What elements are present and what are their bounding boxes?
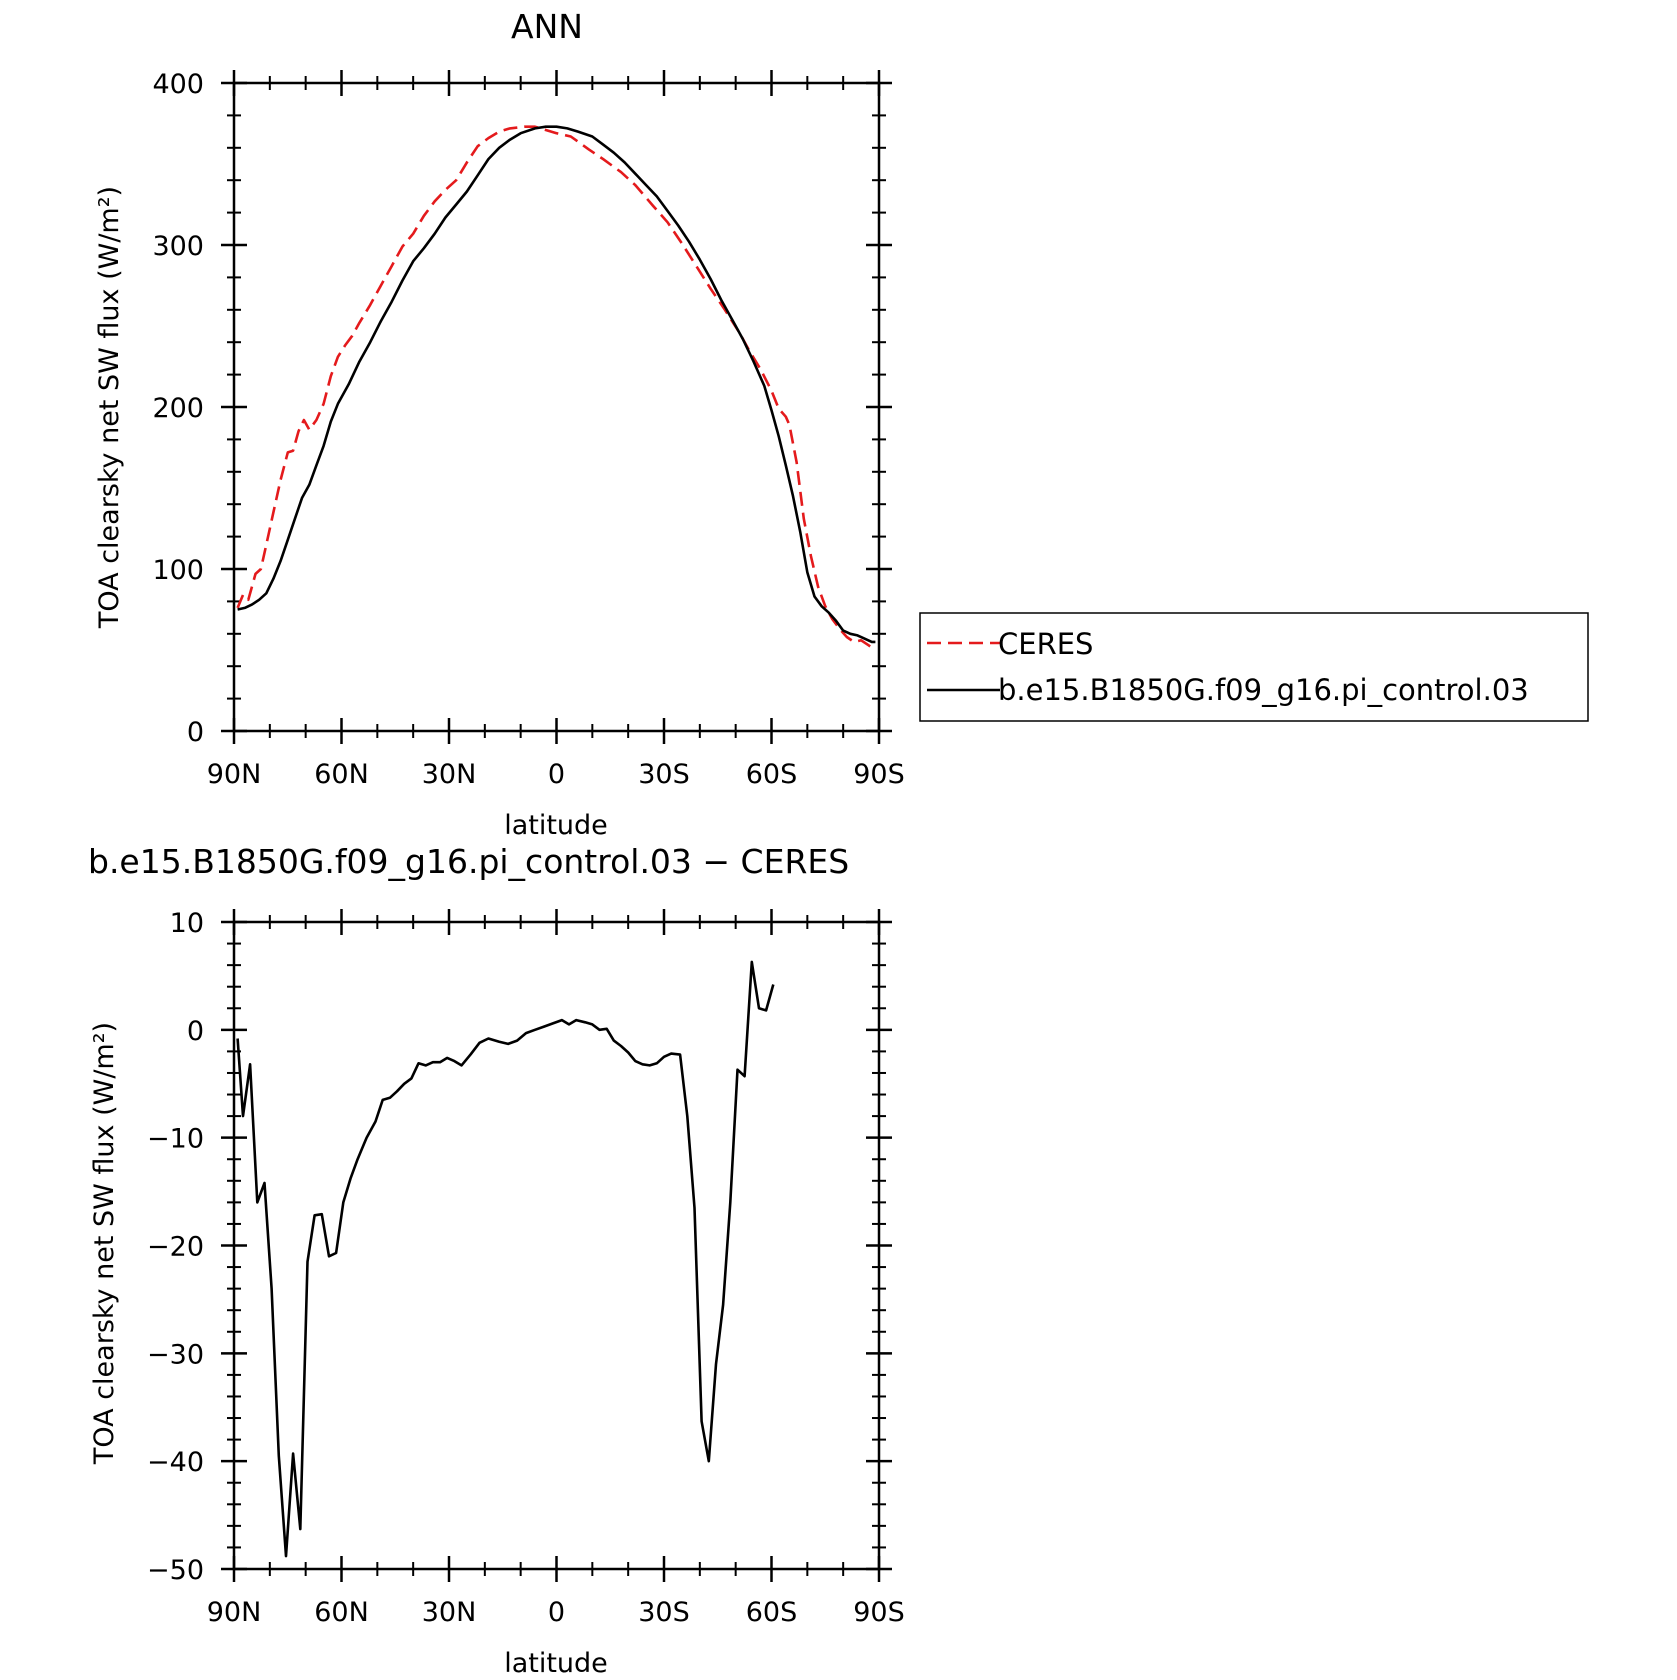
- bottom-series-lines: [236, 960, 775, 1558]
- top-y-axis-title: TOA clearsky net SW flux (W/m²): [94, 186, 125, 629]
- series-line-1-0: [236, 960, 775, 1558]
- legend-label-ceres: CERES: [998, 627, 1093, 661]
- y-tick-label: 0: [187, 717, 204, 748]
- y-tick-label: 0: [187, 1016, 204, 1047]
- top-y-tick-labels: 0 100 200 300 400: [152, 69, 204, 748]
- bottom-axis-ticks: [221, 909, 892, 1582]
- top-panel: ANN 90N 60N 30N 0 30S 60S 90S 0 100 200 300 400 la…: [94, 7, 905, 841]
- top-panel-title: ANN: [511, 7, 583, 46]
- top-series-lines: [236, 125, 877, 652]
- bottom-plot-frame: [232, 920, 881, 1571]
- top-axis-ticks: [221, 70, 892, 744]
- y-tick-label: 400: [152, 69, 204, 100]
- y-tick-label: 100: [152, 555, 204, 586]
- x-tick-label: 30N: [422, 1597, 477, 1628]
- y-tick-label: −20: [147, 1232, 204, 1263]
- legend-box: [919, 612, 1589, 722]
- x-tick-label: 30S: [638, 1597, 690, 1628]
- y-tick-label: −10: [147, 1124, 204, 1155]
- x-tick-label: 30S: [638, 759, 690, 790]
- bottom-y-axis-title: TOA clearsky net SW flux (W/m²): [89, 1022, 120, 1465]
- x-tick-label: 30N: [422, 759, 477, 790]
- bottom-x-axis-title: latitude: [504, 1648, 608, 1679]
- legend-label-model: b.e15.B1850G.f09_g16.pi_control.03: [998, 673, 1529, 707]
- top-x-tick-labels: 90N 60N 30N 0 30S 60S 90S: [207, 759, 905, 790]
- y-tick-label: 300: [152, 231, 204, 262]
- x-tick-label: 60N: [314, 759, 369, 790]
- x-tick-label: 90S: [853, 1597, 905, 1628]
- x-tick-label: 0: [548, 1597, 565, 1628]
- top-plot-frame: [232, 81, 881, 733]
- x-tick-label: 90N: [207, 759, 262, 790]
- series-line-0-1: [237, 125, 876, 644]
- x-tick-label: 60S: [746, 759, 798, 790]
- y-tick-label: 200: [152, 393, 204, 424]
- x-tick-label: 60N: [314, 1597, 369, 1628]
- top-x-axis-title: latitude: [504, 810, 608, 841]
- x-tick-label: 0: [548, 759, 565, 790]
- y-tick-label: −40: [147, 1447, 204, 1478]
- x-tick-label: 90N: [207, 1597, 262, 1628]
- legend: CERES b.e15.B1850G.f09_g16.pi_control.03: [919, 612, 1589, 722]
- series-line-0-0: [236, 125, 877, 652]
- y-tick-label: −30: [147, 1339, 204, 1370]
- bottom-x-tick-labels: 90N 60N 30N 0 30S 60S 90S: [207, 1597, 905, 1628]
- bottom-panel-title: b.e15.B1850G.f09_g16.pi_control.03 − CER…: [88, 842, 849, 881]
- bottom-panel: b.e15.B1850G.f09_g16.pi_control.03 − CER…: [88, 842, 905, 1679]
- y-tick-label: −50: [147, 1555, 204, 1586]
- x-tick-label: 90S: [853, 759, 905, 790]
- y-tick-label: 10: [170, 908, 204, 939]
- bottom-y-tick-labels: 10 0 −10 −20 −30 −40 −50: [147, 908, 204, 1586]
- x-tick-label: 60S: [746, 1597, 798, 1628]
